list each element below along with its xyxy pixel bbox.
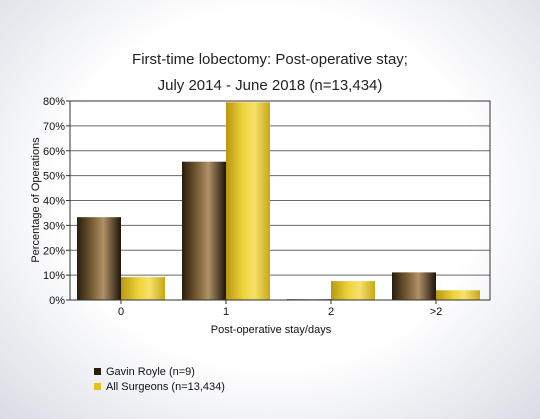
bar-all-surgeons-0 <box>121 277 165 300</box>
y-axis-label: Percentage of Operations <box>30 137 42 263</box>
bar-all-surgeons-3 <box>436 290 480 300</box>
legend-label-gavin-royle: Gavin Royle (n=9) <box>106 365 195 378</box>
legend: Gavin Royle (n=9) All Surgeons (n=13,434… <box>94 364 225 394</box>
x-tick-label: 1 <box>223 306 229 318</box>
y-tick-label: 20% <box>43 245 65 257</box>
legend-swatch-gavin-royle <box>94 368 101 375</box>
bars <box>77 102 480 301</box>
x-tick-label: 2 <box>328 306 334 318</box>
y-tick-label: 50% <box>43 171 65 183</box>
bar-gavin-royle-3 <box>392 272 436 300</box>
chart-title-line-1: First-time lobectomy: Post-operative sta… <box>132 51 408 68</box>
y-tick-label: 80% <box>43 96 65 108</box>
axes: 0% 10% 20% 30% 40% 50% 60% 70% 80% 0 1 2 >2 <box>43 96 491 318</box>
x-tick-label: >2 <box>430 306 443 318</box>
gridlines <box>70 100 490 301</box>
y-tick-label: 40% <box>43 196 65 208</box>
bar-gavin-royle-0 <box>77 217 121 300</box>
y-tick-label: 0% <box>49 295 65 307</box>
bar-all-surgeons-2 <box>331 281 375 300</box>
bar-all-surgeons-1 <box>226 102 270 301</box>
x-tick-label: 0 <box>118 306 124 318</box>
legend-swatch-all-surgeons <box>94 383 101 390</box>
y-tick-label: 30% <box>43 220 65 232</box>
y-tick-label: 10% <box>43 270 65 282</box>
plot-frame <box>69 100 491 301</box>
legend-label-all-surgeons: All Surgeons (n=13,434) <box>106 380 225 393</box>
chart-title-line-2: July 2014 - June 2018 (n=13,434) <box>157 77 383 94</box>
bar-gavin-royle-1 <box>182 161 226 300</box>
legend-item-all-surgeons: All Surgeons (n=13,434) <box>94 379 225 394</box>
y-tick-label: 70% <box>43 121 65 133</box>
y-tick-label: 60% <box>43 146 65 158</box>
x-axis-label: Post-operative stay/days <box>211 324 332 336</box>
legend-item-gavin-royle: Gavin Royle (n=9) <box>94 364 225 379</box>
